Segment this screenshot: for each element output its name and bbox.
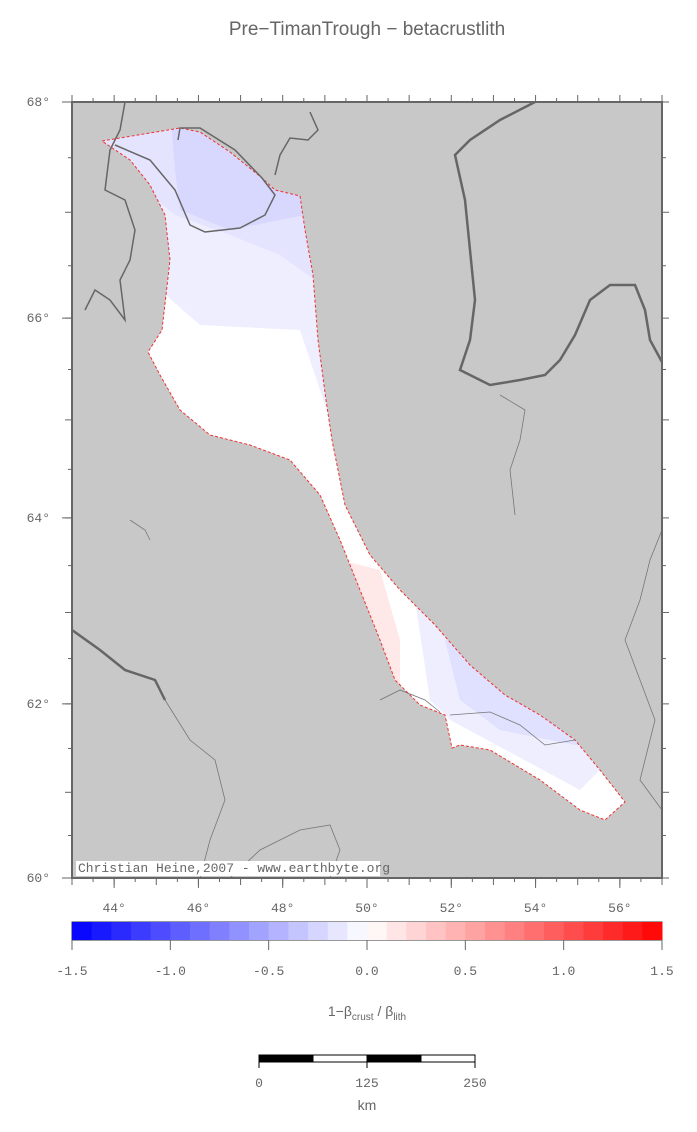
- label-sub: crust: [352, 1012, 374, 1023]
- y-tick-label: 62°: [27, 697, 50, 712]
- x-tick-label: 54°: [524, 901, 547, 916]
- title: Pre−TimanTrough − betacrustlith: [229, 19, 505, 40]
- label-part: / β: [374, 1003, 394, 1019]
- colorbar-swatch: [91, 922, 112, 940]
- colorbar-swatch: [150, 922, 171, 940]
- x-tick-label: 46°: [187, 901, 210, 916]
- colorbar-swatch: [288, 922, 309, 940]
- x-tick-label: 48°: [271, 901, 294, 916]
- colorbar-swatch: [465, 922, 486, 940]
- colorbar-swatch: [229, 922, 250, 940]
- colorbar-tick-label: 1.0: [552, 964, 575, 979]
- colorbar-label: 1−βcrust / βlith: [328, 1003, 406, 1023]
- credit-box: [76, 861, 380, 876]
- colorbar-swatch: [111, 922, 132, 940]
- y-tick-label: 66°: [27, 311, 50, 326]
- scale-tick-label: 250: [463, 1076, 486, 1091]
- colorbar-swatch: [445, 922, 466, 940]
- y-tick-label: 68°: [27, 95, 50, 110]
- y-tick-label: 60°: [27, 871, 50, 886]
- label-sub: lith: [393, 1012, 406, 1023]
- scale-segment: [420, 1054, 476, 1063]
- colorbar-swatch: [583, 922, 604, 940]
- label-part: 1−β: [328, 1003, 352, 1019]
- colorbar-swatch: [563, 922, 584, 940]
- colorbar-swatch: [131, 922, 152, 940]
- colorbar-swatch: [642, 922, 663, 940]
- colorbar-swatch: [406, 922, 427, 940]
- scale-segment: [258, 1054, 314, 1063]
- scale-segment: [366, 1054, 422, 1063]
- rivers: [129, 394, 663, 879]
- x-tick-label: 50°: [355, 901, 378, 916]
- colorbar-tick-label: -1.0: [155, 964, 186, 979]
- x-tick-label: 52°: [440, 901, 463, 916]
- colorbar-swatch: [170, 922, 191, 940]
- colorbar-swatch: [622, 922, 643, 940]
- coastlines: [71, 100, 664, 701]
- scale-unit: km: [358, 1097, 377, 1113]
- colorbar-swatch: [72, 922, 93, 940]
- colorbar-tick-label: 1.5: [650, 964, 673, 979]
- colorbar-swatch: [209, 922, 230, 940]
- colorbar-swatch: [327, 922, 348, 940]
- colorbar-swatch: [485, 922, 506, 940]
- colorbar-swatch: [426, 922, 447, 940]
- colorbar-swatch: [504, 922, 525, 940]
- colorbar-tick-label: 0.5: [454, 964, 477, 979]
- colorbar-swatch: [308, 922, 329, 940]
- colorbar-swatch: [347, 922, 368, 940]
- x-tick-label: 56°: [608, 901, 631, 916]
- colorbar-swatch: [544, 922, 565, 940]
- colorbar-tick-label: 0.0: [355, 964, 378, 979]
- colorbar-swatch: [386, 922, 407, 940]
- scale-segment: [312, 1054, 368, 1063]
- credit: Christian Heine,2007 - www.earthbyte.org: [78, 861, 390, 876]
- y-tick-label: 64°: [27, 511, 50, 526]
- colorbar-swatch: [190, 922, 211, 940]
- trough-outline: [100, 127, 626, 821]
- x-tick-label: 44°: [102, 901, 125, 916]
- scale-tick-label: 0: [255, 1076, 263, 1091]
- colorbar-tick-label: -0.5: [253, 964, 284, 979]
- colorbar-swatch: [603, 922, 624, 940]
- scale-tick-label: 125: [355, 1076, 378, 1091]
- colorbar-tick-label: -1.5: [56, 964, 87, 979]
- colorbar-swatch: [249, 922, 270, 940]
- colorbar-swatch: [524, 922, 545, 940]
- colorbar-swatch: [367, 922, 388, 940]
- colorbar-swatch: [268, 922, 289, 940]
